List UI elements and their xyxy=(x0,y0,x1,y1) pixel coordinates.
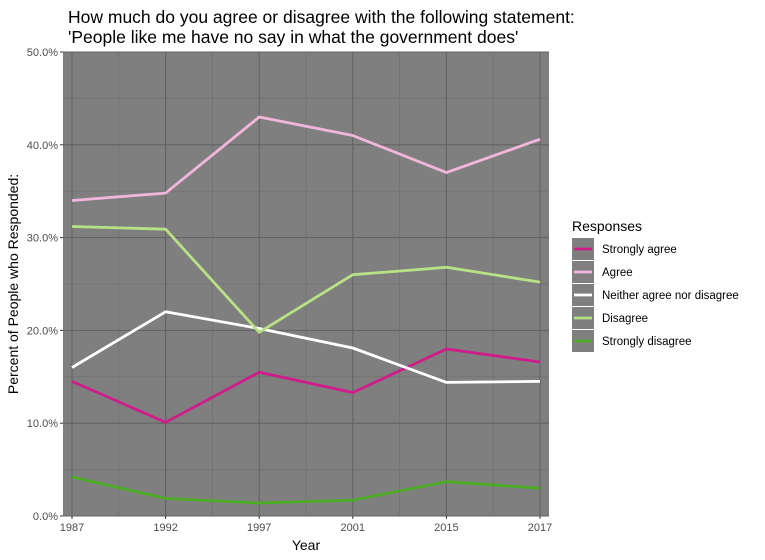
series-line-neither-agree-nor-disagree xyxy=(71,310,541,384)
y-tick-label: 0.0% xyxy=(33,511,58,523)
legend-item-strongly-disagree: Strongly disagree xyxy=(572,330,692,352)
y-tick-label: 20.0% xyxy=(27,325,58,337)
grid-major xyxy=(63,51,549,517)
y-tick-label: 10.0% xyxy=(27,418,58,430)
series-line-disagree xyxy=(71,225,541,334)
legend-item-neither-agree-nor-disagree: Neither agree nor disagree xyxy=(572,284,739,306)
legend-label: Neither agree nor disagree xyxy=(602,290,739,302)
legend: Responses Strongly agree Agree Neither agr… xyxy=(572,218,739,352)
y-axis: 0.0% 10.0% 20.0% 30.0% 40.0% 50.0% xyxy=(27,47,63,523)
legend-item-agree: Agree xyxy=(572,261,633,283)
legend-label: Strongly agree xyxy=(602,244,677,256)
x-axis-title: Year xyxy=(292,537,321,553)
grid-minor xyxy=(63,52,549,516)
x-tick-label: 2001 xyxy=(341,522,365,534)
y-axis-title: Percent of People who Responded: xyxy=(5,174,21,394)
x-tick-label: 1997 xyxy=(247,522,271,534)
chart-title: How much do you agree or disagree with t… xyxy=(68,7,575,47)
legend-title: Responses xyxy=(572,218,642,234)
chart-title-line-1: How much do you agree or disagree with t… xyxy=(68,7,575,27)
legend-item-disagree: Disagree xyxy=(572,307,648,329)
y-tick-label: 30.0% xyxy=(27,233,58,245)
x-tick-label: 2015 xyxy=(434,522,458,534)
series-line-strongly-disagree xyxy=(71,475,541,505)
legend-label: Strongly disagree xyxy=(602,336,692,348)
y-tick-label: 50.0% xyxy=(27,47,58,59)
x-tick-label: 1992 xyxy=(153,522,177,534)
series-line-strongly-agree xyxy=(71,347,541,424)
chart-title-line-2: 'People like me have no say in what the … xyxy=(68,27,518,47)
x-tick-label: 1987 xyxy=(60,522,84,534)
x-tick-label: 2017 xyxy=(528,522,552,534)
legend-label: Disagree xyxy=(602,313,648,325)
legend-item-strongly-agree: Strongly agree xyxy=(572,238,677,260)
series-line-agree xyxy=(71,115,541,202)
y-tick-label: 40.0% xyxy=(27,140,58,152)
series-lines xyxy=(71,115,541,505)
legend-label: Agree xyxy=(602,267,633,279)
x-axis: 1987 1992 1997 2001 2015 2017 xyxy=(60,516,552,534)
